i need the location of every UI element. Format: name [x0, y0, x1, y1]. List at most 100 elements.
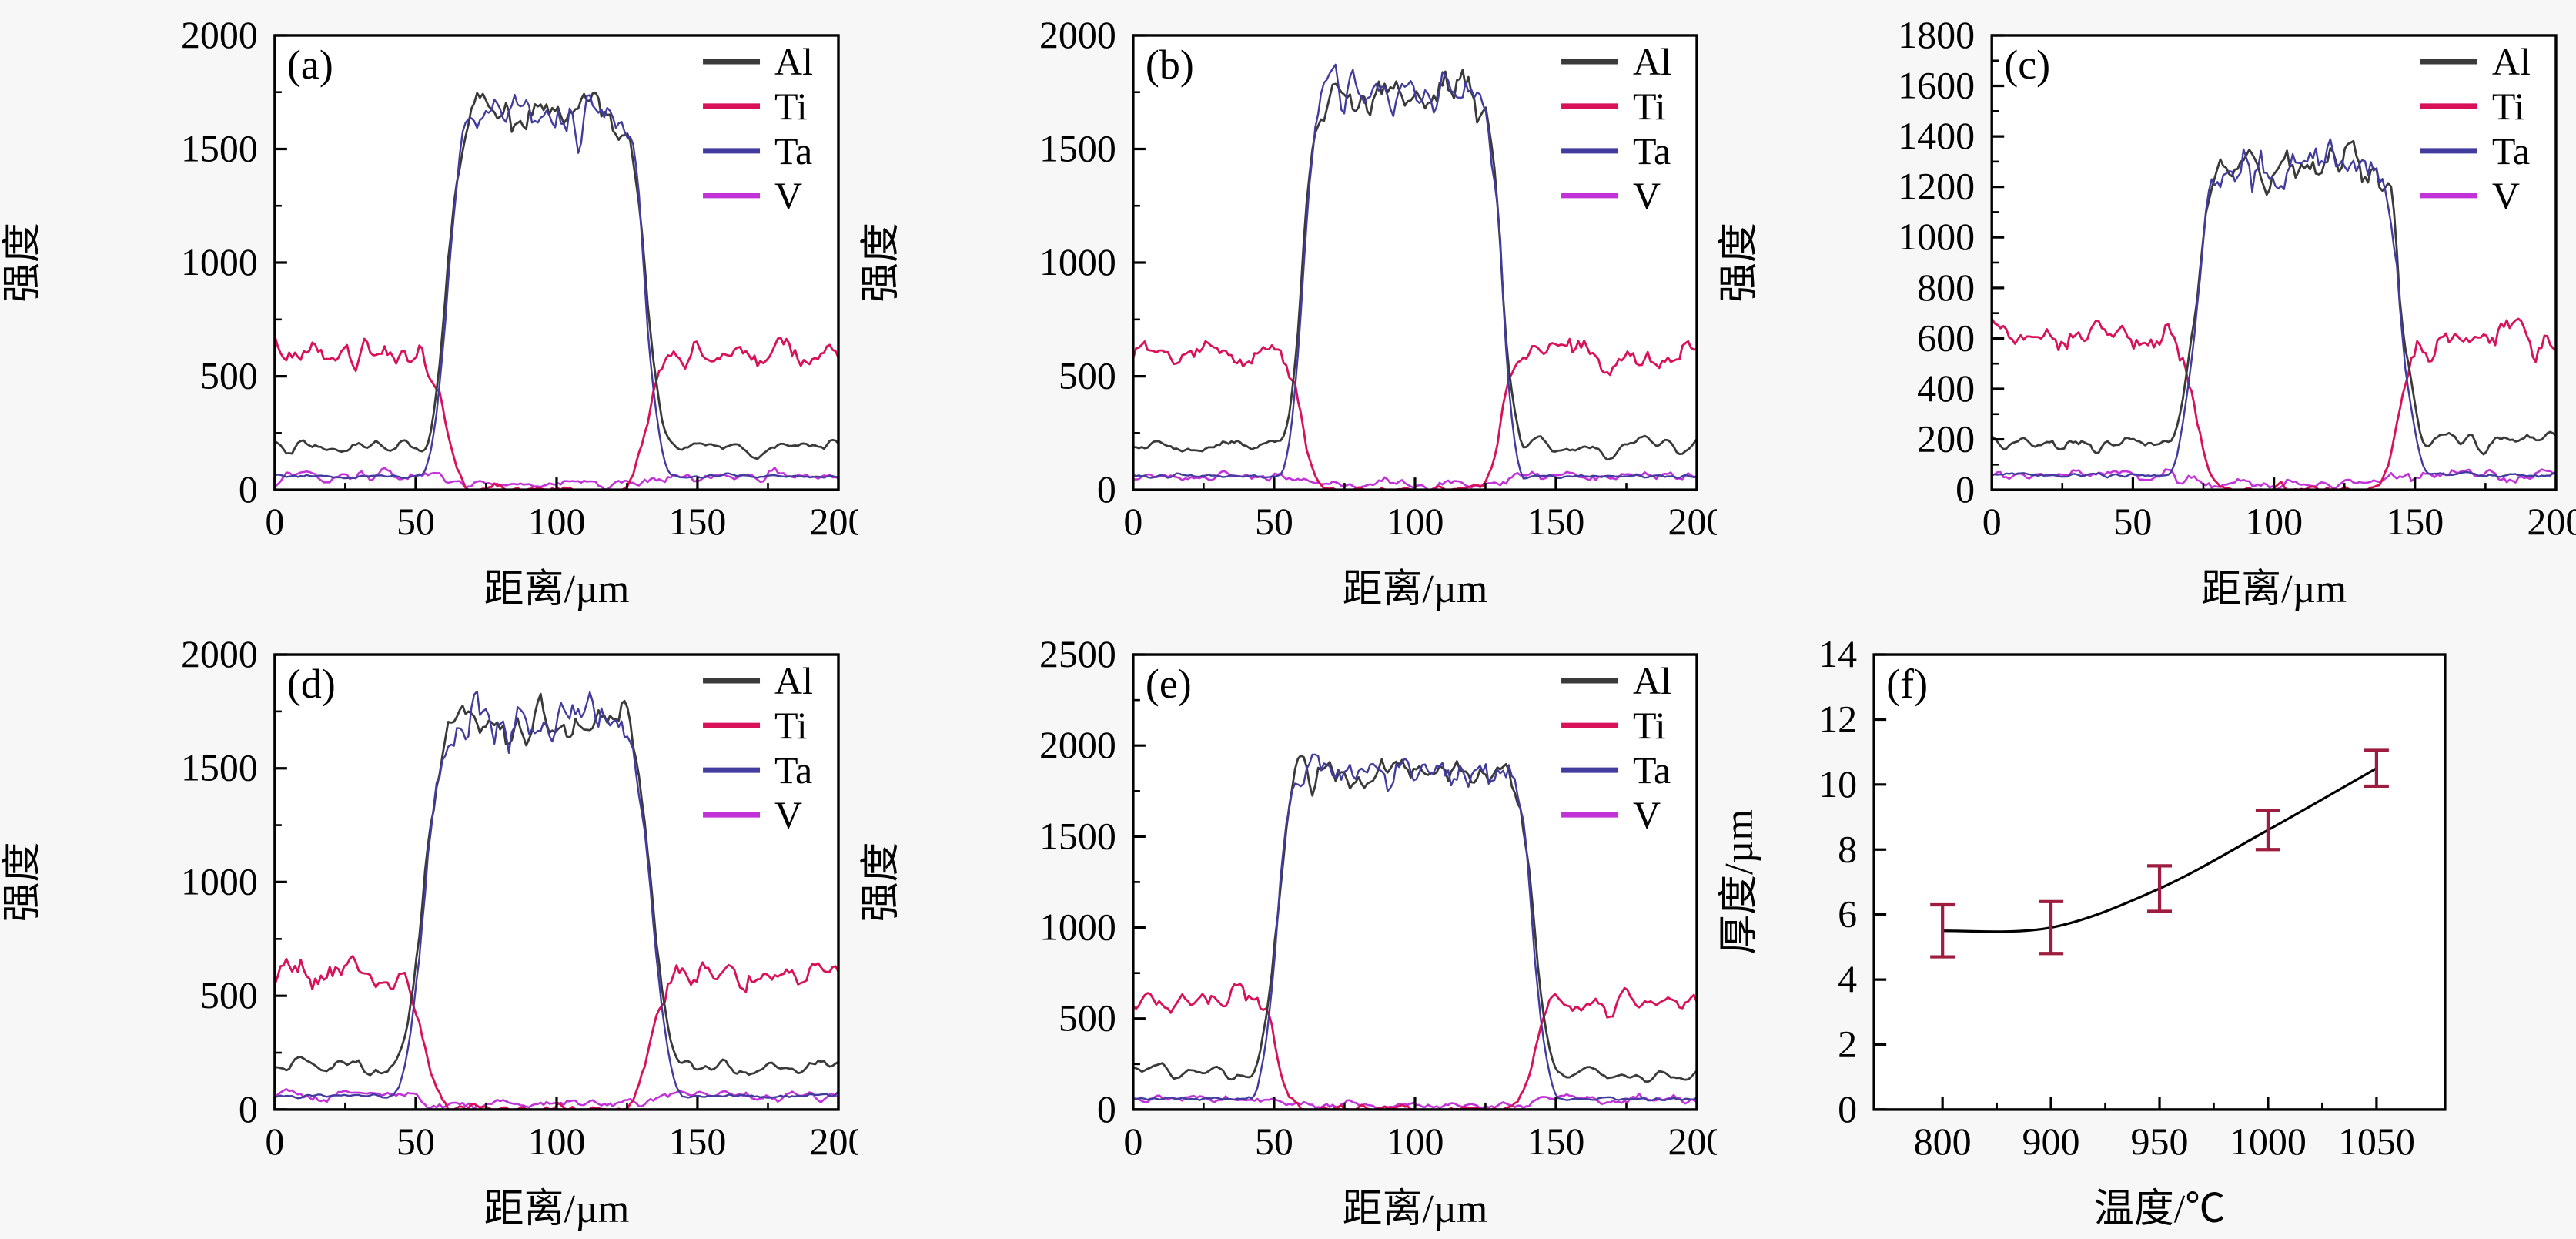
svg-text:0: 0: [1123, 500, 1142, 543]
svg-text:800: 800: [1914, 1120, 1972, 1163]
svg-text:强度: 强度: [1718, 223, 1761, 303]
svg-text:200: 200: [1917, 417, 1975, 460]
svg-text:(a): (a): [287, 42, 333, 88]
svg-text:2000: 2000: [181, 13, 258, 56]
svg-text:150: 150: [2386, 500, 2444, 543]
svg-text:2500: 2500: [1039, 632, 1116, 675]
svg-text:V: V: [1633, 174, 1661, 217]
svg-text:4: 4: [1838, 957, 1857, 1000]
svg-text:强度: 强度: [859, 223, 903, 303]
svg-text:500: 500: [200, 973, 258, 1016]
svg-text:距离/µm: 距离/µm: [484, 568, 630, 611]
svg-text:Ti: Ti: [774, 704, 808, 747]
svg-text:50: 50: [396, 1120, 435, 1163]
svg-text:500: 500: [200, 354, 258, 397]
svg-text:50: 50: [1255, 1120, 1293, 1163]
svg-text:0: 0: [1097, 467, 1116, 511]
svg-text:距离/µm: 距离/µm: [484, 1187, 630, 1231]
svg-text:200: 200: [1668, 500, 1717, 543]
svg-text:1500: 1500: [181, 746, 258, 789]
svg-text:1000: 1000: [2230, 1120, 2307, 1163]
svg-text:Ta: Ta: [1633, 129, 1671, 172]
svg-text:V: V: [2492, 174, 2520, 217]
svg-text:1800: 1800: [1898, 13, 1975, 56]
svg-text:Ti: Ti: [1633, 704, 1666, 747]
svg-text:Ta: Ta: [774, 748, 812, 792]
svg-text:厚度/µm: 厚度/µm: [1718, 809, 1761, 955]
svg-text:150: 150: [668, 500, 726, 543]
svg-text:150: 150: [1527, 500, 1584, 543]
svg-text:100: 100: [528, 1120, 586, 1163]
svg-text:500: 500: [1059, 996, 1116, 1040]
svg-text:2000: 2000: [1039, 13, 1116, 56]
svg-text:Al: Al: [774, 40, 813, 83]
svg-text:100: 100: [2245, 500, 2303, 543]
svg-text:950: 950: [2131, 1120, 2189, 1163]
svg-text:Ta: Ta: [774, 129, 812, 172]
svg-text:Ti: Ti: [1633, 85, 1666, 128]
svg-text:800: 800: [1917, 266, 1975, 309]
svg-text:50: 50: [396, 500, 435, 543]
svg-text:Al: Al: [774, 659, 813, 702]
svg-text:14: 14: [1818, 632, 1857, 675]
svg-text:(b): (b): [1146, 42, 1194, 88]
svg-text:距离/µm: 距离/µm: [1343, 568, 1488, 611]
svg-text:1400: 1400: [1898, 114, 1975, 157]
svg-text:500: 500: [1059, 354, 1116, 397]
svg-text:200: 200: [1668, 1120, 1717, 1163]
svg-text:6: 6: [1838, 892, 1857, 936]
svg-text:100: 100: [528, 500, 586, 543]
svg-text:600: 600: [1917, 316, 1975, 359]
svg-text:150: 150: [668, 1120, 726, 1163]
svg-text:50: 50: [2113, 500, 2152, 543]
svg-text:1200: 1200: [1898, 165, 1975, 208]
svg-text:900: 900: [2022, 1120, 2080, 1163]
svg-text:200: 200: [809, 500, 858, 543]
svg-text:0: 0: [1982, 500, 2002, 543]
svg-text:V: V: [774, 174, 802, 217]
svg-text:V: V: [774, 793, 802, 836]
svg-text:0: 0: [1123, 1120, 1142, 1163]
svg-text:400: 400: [1917, 367, 1975, 410]
svg-text:1000: 1000: [1039, 240, 1116, 283]
svg-text:1000: 1000: [1039, 906, 1116, 949]
svg-text:1050: 1050: [2338, 1120, 2415, 1163]
svg-text:0: 0: [1955, 467, 1975, 511]
svg-text:(e): (e): [1146, 661, 1192, 707]
svg-text:200: 200: [2527, 500, 2576, 543]
svg-text:100: 100: [1387, 500, 1444, 543]
svg-text:1600: 1600: [1898, 64, 1975, 107]
svg-text:Ta: Ta: [1633, 748, 1671, 792]
svg-text:1000: 1000: [181, 859, 258, 902]
svg-text:0: 0: [1838, 1087, 1857, 1130]
svg-text:强度: 强度: [1, 223, 45, 303]
svg-text:1000: 1000: [181, 240, 258, 283]
svg-text:0: 0: [265, 500, 284, 543]
svg-text:Ta: Ta: [2492, 129, 2530, 172]
svg-text:Ti: Ti: [2492, 85, 2525, 128]
svg-text:0: 0: [265, 1120, 284, 1163]
svg-text:(d): (d): [287, 661, 336, 707]
svg-text:Ti: Ti: [774, 85, 808, 128]
svg-text:100: 100: [1387, 1120, 1444, 1163]
svg-text:2000: 2000: [1039, 723, 1116, 766]
svg-text:2000: 2000: [181, 632, 258, 675]
svg-text:1500: 1500: [181, 126, 258, 169]
svg-text:12: 12: [1818, 697, 1857, 740]
svg-text:温度/℃: 温度/℃: [2094, 1187, 2225, 1231]
svg-text:距离/µm: 距离/µm: [2201, 568, 2347, 611]
svg-text:50: 50: [1255, 500, 1293, 543]
svg-text:2: 2: [1838, 1022, 1857, 1065]
svg-text:Al: Al: [1633, 659, 1671, 702]
svg-text:10: 10: [1818, 762, 1857, 805]
svg-text:1500: 1500: [1039, 126, 1116, 169]
svg-text:0: 0: [239, 467, 258, 511]
svg-text:强度: 强度: [1, 842, 45, 922]
svg-text:1500: 1500: [1039, 814, 1116, 857]
svg-text:0: 0: [1097, 1087, 1116, 1130]
svg-text:距离/µm: 距离/µm: [1343, 1187, 1488, 1231]
svg-text:1000: 1000: [1898, 215, 1975, 258]
svg-text:(f): (f): [1886, 661, 1928, 707]
svg-text:150: 150: [1527, 1120, 1584, 1163]
svg-text:(c): (c): [2004, 42, 2050, 88]
